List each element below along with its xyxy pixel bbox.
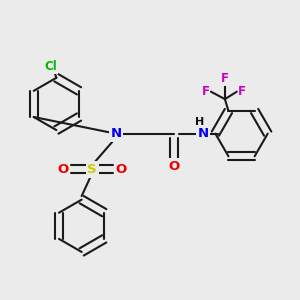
Text: F: F (202, 85, 210, 98)
Text: N: N (197, 127, 208, 140)
Text: O: O (168, 160, 179, 173)
Text: S: S (87, 163, 97, 176)
Text: Cl: Cl (45, 60, 57, 73)
Text: O: O (116, 163, 127, 176)
Text: F: F (221, 72, 229, 86)
Text: H: H (195, 117, 205, 127)
Text: N: N (110, 127, 122, 140)
Text: F: F (238, 85, 246, 98)
Text: O: O (57, 163, 68, 176)
